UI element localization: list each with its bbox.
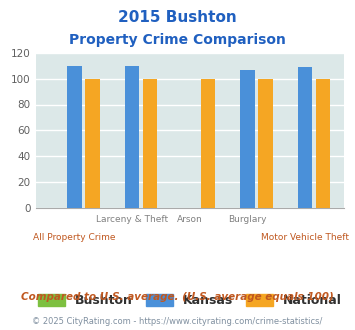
Legend: Bushton, Kansas, National: Bushton, Kansas, National (33, 289, 347, 312)
Text: Arson: Arson (177, 214, 203, 223)
Text: All Property Crime: All Property Crime (33, 233, 116, 242)
Text: Larceny & Theft: Larceny & Theft (96, 214, 168, 223)
Bar (125, 66, 140, 208)
Bar (201, 79, 215, 208)
Text: 2015 Bushton: 2015 Bushton (118, 10, 237, 25)
Bar (258, 79, 273, 208)
Bar (298, 67, 312, 208)
Bar (67, 66, 82, 208)
Bar (143, 79, 157, 208)
Text: Compared to U.S. average. (U.S. average equals 100): Compared to U.S. average. (U.S. average … (21, 292, 334, 302)
Text: © 2025 CityRating.com - https://www.cityrating.com/crime-statistics/: © 2025 CityRating.com - https://www.city… (32, 317, 323, 326)
Bar (240, 70, 255, 208)
Text: Property Crime Comparison: Property Crime Comparison (69, 33, 286, 47)
Bar (85, 79, 100, 208)
Text: Burglary: Burglary (228, 214, 267, 223)
Text: Motor Vehicle Theft: Motor Vehicle Theft (261, 233, 349, 242)
Bar (316, 79, 330, 208)
